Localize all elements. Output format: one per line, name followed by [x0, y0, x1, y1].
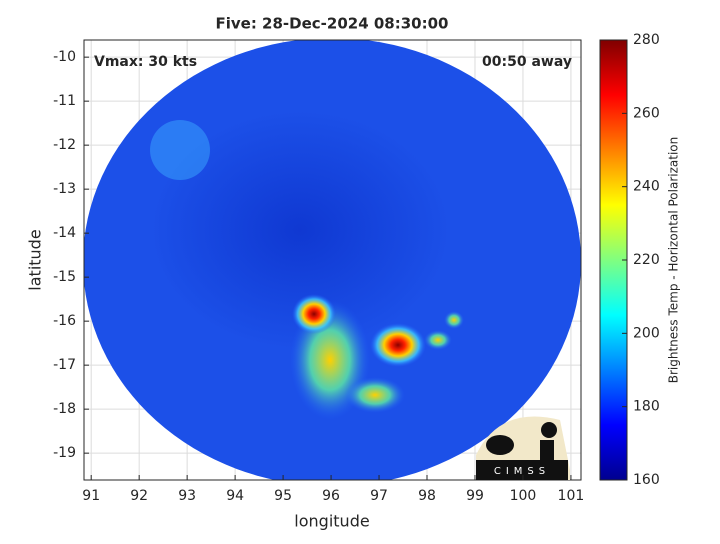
- y-tick-label: -17: [53, 357, 76, 373]
- x-tick-label: 97: [370, 488, 388, 504]
- swath-field: [444, 311, 464, 329]
- colorbar-label: Brightness Temp - Horizontal Polarizatio…: [667, 137, 681, 384]
- x-tick-label: 100: [510, 488, 537, 504]
- y-tick-label: -18: [53, 401, 76, 417]
- y-tick-label: -13: [53, 181, 76, 197]
- colorbar-tick-label: 280: [633, 32, 660, 48]
- y-axis-label: latitude: [26, 229, 45, 290]
- x-tick-label: 91: [82, 488, 100, 504]
- colorbar-tick-label: 240: [633, 179, 660, 195]
- swath: [84, 40, 581, 480]
- x-tick-label: 101: [558, 488, 585, 504]
- y-tick-label: -15: [53, 269, 76, 285]
- y-tick-label: -10: [53, 49, 76, 65]
- y-tick-label: -19: [53, 445, 76, 461]
- x-tick-label: 93: [178, 488, 196, 504]
- x-tick-label: 96: [322, 488, 340, 504]
- colorbar-tick-label: 180: [633, 399, 660, 415]
- chart-title: Five: 28-Dec-2024 08:30:00: [216, 15, 449, 33]
- swath-field: [150, 120, 210, 180]
- annotation: Vmax: 30 kts: [94, 54, 197, 70]
- x-axis-label: longitude: [294, 512, 369, 531]
- swath-field: [345, 377, 405, 413]
- y-tick-label: -16: [53, 313, 76, 329]
- colorbar-tick-label: 160: [633, 472, 660, 488]
- x-tick-label: 94: [226, 488, 244, 504]
- colorbar-tick-label: 260: [633, 105, 660, 121]
- swath-field: [150, 110, 450, 350]
- swath-field: [424, 330, 452, 350]
- y-tick-label: -12: [53, 137, 76, 153]
- y-tick-label: -11: [53, 93, 76, 109]
- logo-text: CIMSS: [494, 466, 550, 477]
- logo: CIMSS: [476, 416, 570, 480]
- x-tick-label: 92: [130, 488, 148, 504]
- y-tick-label: -14: [53, 225, 76, 241]
- swath-field: [292, 294, 336, 334]
- colorbar-tick-label: 220: [633, 252, 660, 268]
- swath-field: [370, 323, 426, 367]
- annotation: 00:50 away: [482, 54, 572, 70]
- axes-box: [83, 39, 582, 481]
- x-tick-label: 98: [418, 488, 436, 504]
- x-tick-label: 95: [274, 488, 292, 504]
- colorbar-tick-label: 200: [633, 325, 660, 341]
- x-tick-label: 99: [466, 488, 484, 504]
